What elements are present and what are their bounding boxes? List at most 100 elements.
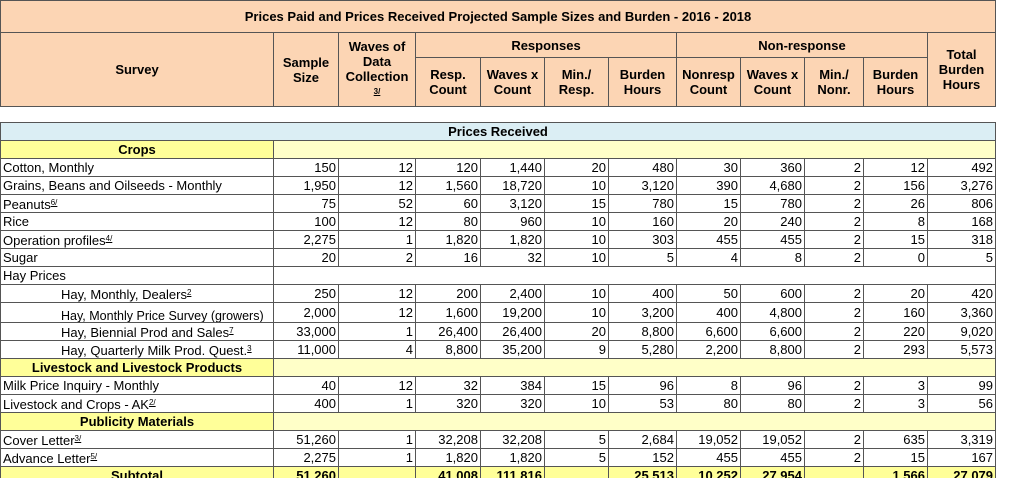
row-label-text: Grains, Beans and Oilseeds - Monthly — [3, 178, 222, 193]
cell — [272, 266, 997, 285]
cell: 20 — [273, 248, 339, 267]
cell: 150 — [273, 158, 339, 177]
cell: 2 — [804, 176, 864, 195]
row-label-text: Cover Letter — [3, 433, 75, 448]
col-header: Min./ Resp. — [544, 57, 609, 107]
cell: 167 — [926, 448, 997, 467]
cell: 56 — [926, 394, 997, 413]
row-label-text: Milk Price Inquiry - Monthly — [3, 378, 160, 393]
cell: 1,440 — [480, 158, 545, 177]
cell: 420 — [926, 284, 997, 303]
cell: 12 — [338, 158, 416, 177]
col-header: Burden Hours — [608, 57, 677, 107]
cell: 0 — [863, 248, 928, 267]
cell: 5 — [544, 448, 609, 467]
cell: 10 — [544, 212, 609, 231]
cell: 3,200 — [608, 302, 677, 323]
row-label: Milk Price Inquiry - Monthly — [0, 376, 274, 395]
col-header: Nonresp Count — [676, 57, 741, 107]
row-label: Grains, Beans and Oilseeds - Monthly — [0, 176, 274, 195]
cell: 384 — [480, 376, 545, 395]
cell: 10 — [544, 248, 609, 267]
cell: 26,400 — [415, 322, 481, 341]
cell: 3 — [863, 376, 928, 395]
footnote: 7 — [229, 326, 234, 335]
cell: 26 — [863, 194, 928, 213]
row-label-text: Cotton, Monthly — [3, 160, 95, 175]
row-label-text: Hay, Monthly, Dealers — [61, 287, 187, 302]
cell: 455 — [740, 230, 805, 249]
cell: 2 — [804, 230, 864, 249]
cell: 2,684 — [608, 430, 677, 449]
cell: 8,800 — [415, 340, 481, 359]
footnote: 5/ — [90, 452, 98, 461]
data-row: Peanuts6/75 52 60 3,120 15 780 15 780 2 26 806 — [0, 194, 997, 213]
col-header-text: Waves of Data Collection — [345, 38, 409, 84]
cell: 320 — [415, 394, 481, 413]
cell: 4,680 — [740, 176, 805, 195]
cell: 27,954 — [740, 466, 805, 478]
footnote: 3/ — [74, 434, 82, 443]
data-row: Livestock and Livestock Products — [0, 358, 997, 377]
cell: 80 — [676, 394, 741, 413]
cell: 40 — [273, 376, 339, 395]
cell: 3,120 — [480, 194, 545, 213]
cell: 1,560 — [415, 176, 481, 195]
cell: 4 — [338, 340, 416, 359]
cell: 360 — [740, 158, 805, 177]
cell: 15 — [544, 376, 609, 395]
cell: 6,600 — [676, 322, 741, 341]
data-row: Grains, Beans and Oilseeds - Monthly 1,95… — [0, 176, 997, 195]
row-label-text: Operation profiles — [3, 233, 106, 248]
cell: 10 — [544, 302, 609, 323]
category-label: Crops — [0, 140, 274, 159]
cell: 53 — [608, 394, 677, 413]
cell: 60 — [415, 194, 481, 213]
cell: 2,000 — [273, 302, 339, 323]
cell: 35,200 — [480, 340, 545, 359]
data-row: Livestock and Crops - AK2/400 1 320 320 10 53… — [0, 394, 997, 413]
cell: 2 — [804, 194, 864, 213]
cell: 480 — [608, 158, 677, 177]
cell: 1,566 — [863, 466, 928, 478]
cell: 75 — [273, 194, 339, 213]
cell — [804, 466, 864, 478]
cell — [272, 412, 997, 431]
cell: 318 — [926, 230, 997, 249]
cell: 50 — [676, 284, 741, 303]
cell — [272, 358, 997, 377]
cell: 96 — [740, 376, 805, 395]
cell: 8,800 — [608, 322, 677, 341]
cell: 600 — [740, 284, 805, 303]
cell: 8 — [740, 248, 805, 267]
cell: 20 — [676, 212, 741, 231]
cell: 390 — [676, 176, 741, 195]
cell: 120 — [415, 158, 481, 177]
cell: 3,276 — [926, 176, 997, 195]
cell: 2 — [804, 448, 864, 467]
col-header: Survey — [0, 32, 274, 107]
row-label: Sugar — [0, 248, 274, 267]
cell: 1,820 — [480, 448, 545, 467]
cell: 41,008 — [415, 466, 481, 478]
cell: 25,513 — [608, 466, 677, 478]
cell: 1,820 — [415, 230, 481, 249]
cell — [272, 140, 997, 159]
cell: 806 — [926, 194, 997, 213]
cell: 455 — [740, 448, 805, 467]
data-row: Rice 100 12 80 960 10 160 20 240 2 8 168 — [0, 212, 997, 231]
row-label: Hay, Monthly, Dealers2 — [0, 284, 274, 303]
col-header: Waves x Count — [480, 57, 545, 107]
row-label: Hay, Quarterly Milk Prod. Quest.3 — [0, 340, 274, 359]
cell: 16 — [415, 248, 481, 267]
group-header: Non-response — [676, 32, 928, 58]
cell: 1 — [338, 430, 416, 449]
footnote: 3 — [247, 344, 252, 353]
cell: 15 — [544, 194, 609, 213]
cell: 15 — [863, 230, 928, 249]
cell: 400 — [273, 394, 339, 413]
row-label-text: Sugar — [3, 250, 38, 265]
row-label-text: Peanuts — [3, 197, 51, 212]
footnote: 6/ — [50, 198, 58, 207]
cell: 9,020 — [926, 322, 997, 341]
